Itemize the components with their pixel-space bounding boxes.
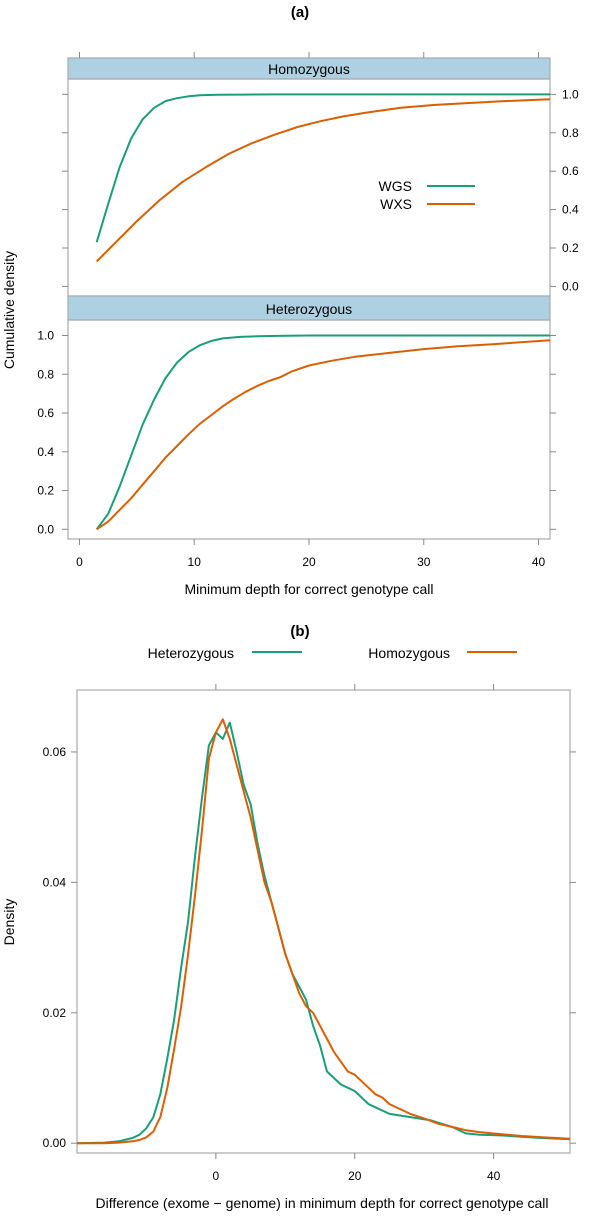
strip-heterozygous [67,295,551,321]
a-bot-y-tick-label-3: 0.6 [37,406,54,420]
panel-a: (a) Homozygous Heterozygous 0 10 20 30 40 0.0… [1,4,579,597]
a-bot-y-tick-label-4: 0.8 [37,367,54,381]
a-x-tick-label-0: 0 [76,555,83,569]
b-x-tick-label-20: 20 [348,1169,362,1183]
panel-b-ticks: 0 20 40 0.00 0.02 0.04 0.06 [43,684,576,1183]
a-x-tick-label-30: 30 [417,555,431,569]
a-bot-y-tick-label-1: 0.2 [37,484,54,498]
strip-homozygous-label: Homozygous [268,61,350,77]
density-heterozygous-line [76,721,571,1145]
panel-b-ylabel: Density [1,899,17,946]
legend-a: WGS WXS [379,178,475,212]
panel-b-series [76,718,571,1145]
legend-a-entry-1: WXS [380,196,412,212]
panel-b-xlabel: Difference (exome − genome) in minimum d… [95,1195,548,1211]
strip-heterozygous-label: Heterozygous [266,301,352,317]
a-top-y-tick-label-5: 1.0 [562,87,579,101]
a-top-y-tick-label-2: 0.4 [562,203,579,217]
a-top-y-tick-label-3: 0.6 [562,164,579,178]
b-x-tick-label-40: 40 [487,1169,501,1183]
plot-frame-b [76,689,571,1154]
homozygous-wxs-line [95,98,551,263]
b-y-tick-label-3: 0.06 [43,745,67,759]
a-bot-y-tick-label-5: 1.0 [37,329,54,343]
legend-b-entry-1: Homozygous [368,645,450,661]
panel-a-ticks: 0 10 20 30 40 0.0 0.0 0.2 0.2 0.4 0.4 0.6 0.6 0.8 0.8 1… [37,52,579,569]
legend-b: Heterozygous Homozygous [148,645,517,661]
panel-b: (b) Heterozygous Homozygous 0 20 40 0.00 0.0… [1,623,576,1211]
panel-a-xlabel: Minimum depth for correct genotype call [185,581,434,597]
a-x-tick-label-20: 20 [302,555,316,569]
panel-b-label: (b) [290,623,309,640]
homozygous-series [95,93,551,263]
a-x-tick-label-10: 10 [188,555,202,569]
heterozygous-series [95,334,551,531]
a-top-y-tick-label-0: 0.0 [562,279,579,293]
density-homozygous-line [77,718,571,1145]
a-top-y-tick-label-1: 0.2 [562,241,579,255]
b-x-tick-label-0: 0 [213,1169,220,1183]
panel-a-label: (a) [291,4,309,21]
a-bot-y-tick-label-2: 0.4 [37,445,54,459]
b-y-tick-label-1: 0.02 [43,1006,67,1020]
heterozygous-wxs-line [96,339,551,531]
plot-frame-homozygous [67,78,551,297]
panel-a-ylabel: Cumulative density [1,251,17,369]
b-y-tick-label-0: 0.00 [43,1136,67,1150]
legend-a-entry-0: WGS [379,178,412,194]
homozygous-wgs-line [95,93,550,243]
heterozygous-wgs-line [95,334,550,530]
a-top-y-tick-label-4: 0.8 [562,126,579,140]
b-y-tick-label-2: 0.04 [43,875,67,889]
legend-b-entry-0: Heterozygous [148,645,234,661]
a-bot-y-tick-label-0: 0.0 [37,522,54,536]
a-x-tick-label-40: 40 [532,555,546,569]
